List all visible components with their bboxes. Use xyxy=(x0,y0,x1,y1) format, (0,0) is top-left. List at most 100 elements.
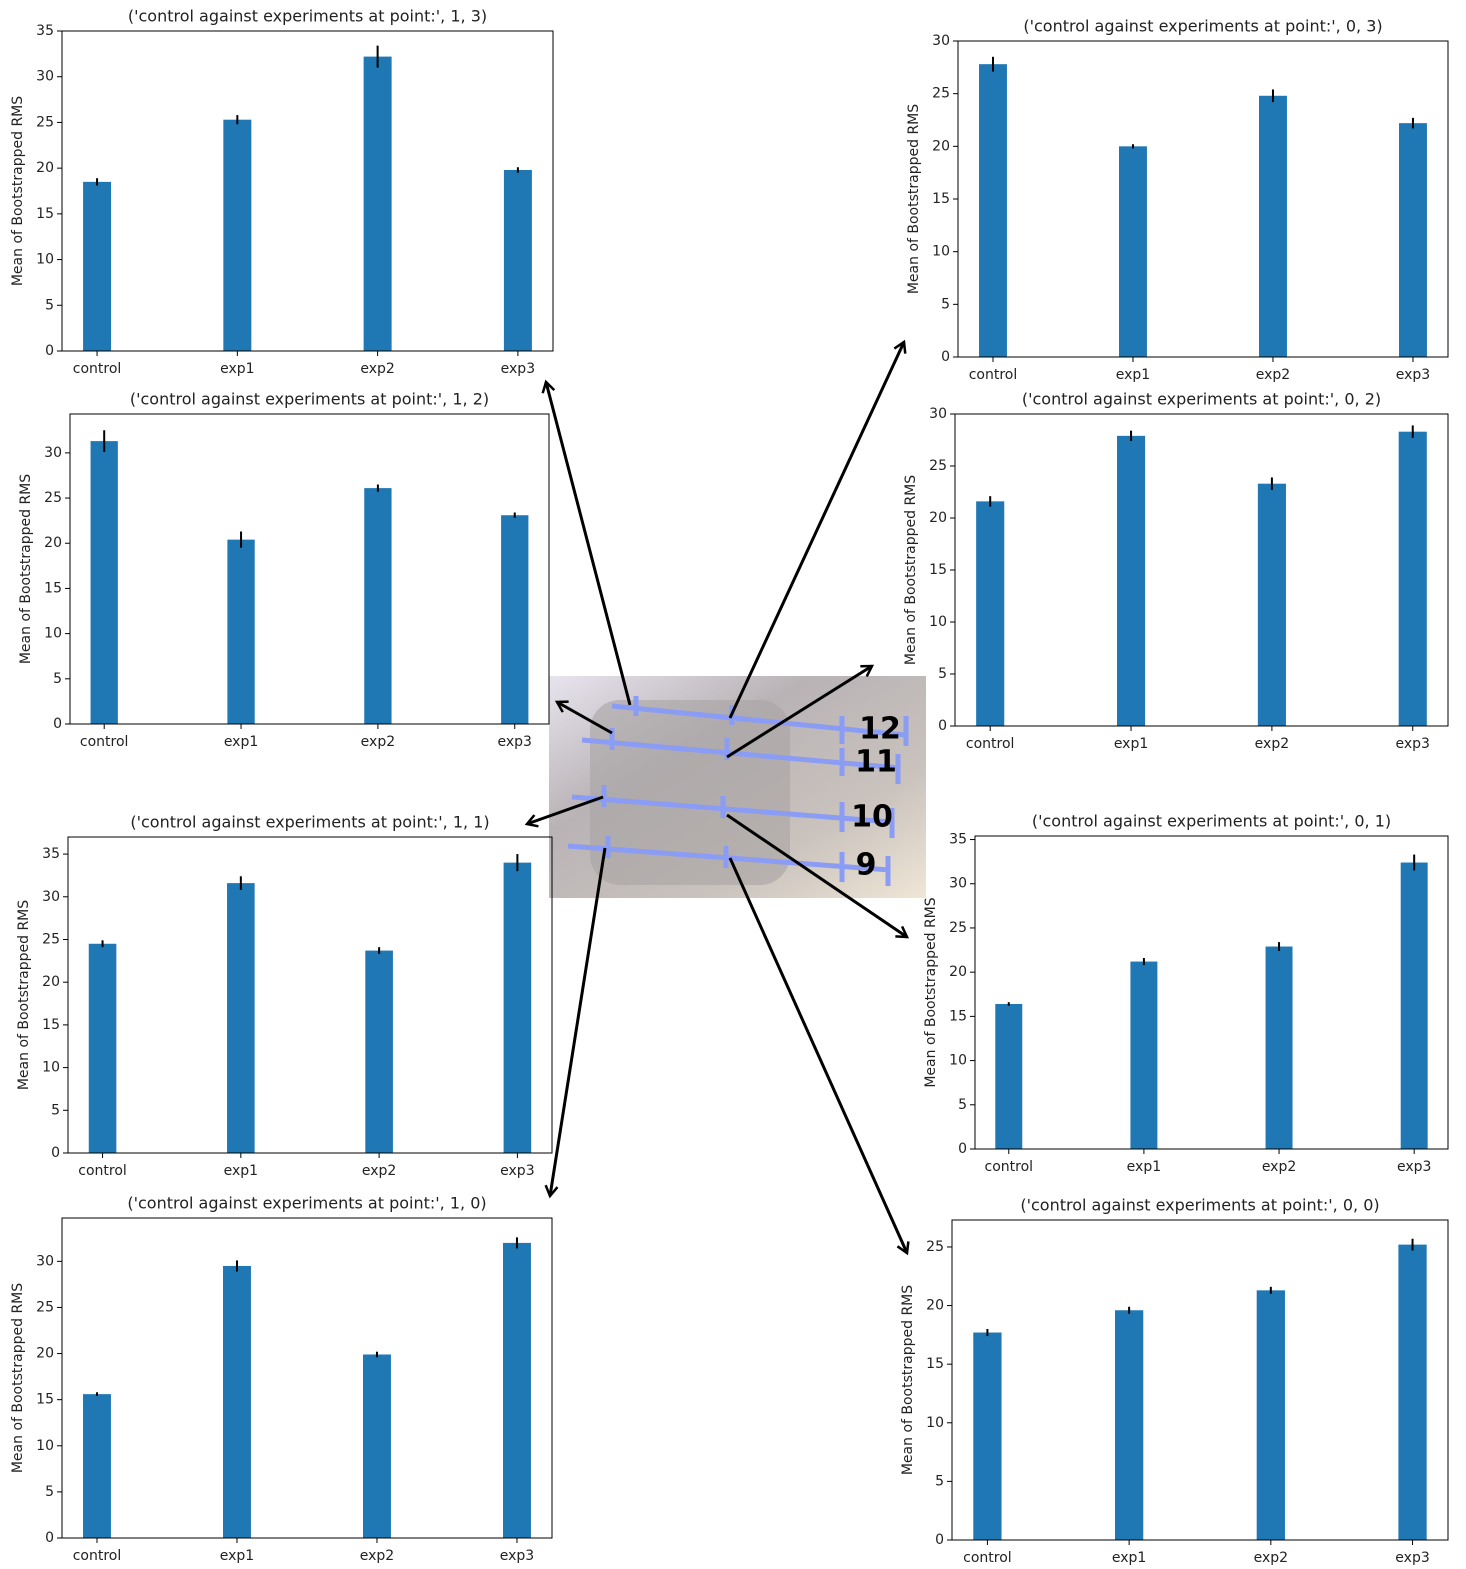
y-axis-label: Mean of Bootstrapped RMS xyxy=(18,474,34,664)
y-axis-label: Mean of Bootstrapped RMS xyxy=(16,900,32,1090)
bar xyxy=(1259,96,1287,357)
plot-frame xyxy=(68,837,552,1153)
y-tick-label: 35 xyxy=(42,846,60,862)
y-tick-label: 5 xyxy=(938,666,947,682)
x-tick-label: exp1 xyxy=(224,1163,258,1179)
x-tick-label: exp2 xyxy=(362,1163,396,1179)
point-label: 9 xyxy=(856,848,877,883)
y-tick-label: 30 xyxy=(932,33,950,49)
x-tick-label: exp2 xyxy=(1254,1550,1288,1566)
x-tick-label: exp2 xyxy=(1256,367,1290,383)
chart: ('control against experiments at point:'… xyxy=(10,7,553,378)
x-tick-label: control xyxy=(73,361,122,377)
y-tick-label: 10 xyxy=(36,1438,54,1454)
y-tick-label: 30 xyxy=(929,406,947,422)
x-tick-label: control xyxy=(78,1163,127,1179)
bar xyxy=(83,182,111,351)
chart-title: ('control against experiments at point:'… xyxy=(1032,812,1391,831)
bar xyxy=(91,441,118,724)
y-tick-label: 0 xyxy=(958,1141,967,1157)
x-tick-label: exp2 xyxy=(360,361,394,377)
y-tick-label: 30 xyxy=(36,69,54,85)
y-tick-label: 10 xyxy=(926,1415,944,1431)
y-tick-label: 5 xyxy=(51,1102,60,1118)
y-tick-label: 0 xyxy=(45,343,54,359)
bar xyxy=(973,1333,1001,1540)
x-tick-label: control xyxy=(80,734,129,750)
y-tick-label: 20 xyxy=(42,974,60,990)
point-label: 10 xyxy=(851,800,893,835)
x-tick-label: control xyxy=(963,1550,1012,1566)
bar xyxy=(1117,436,1145,726)
y-axis-label: Mean of Bootstrapped RMS xyxy=(10,96,26,286)
y-tick-label: 25 xyxy=(926,1239,944,1255)
chart: ('control against experiments at point:'… xyxy=(900,1196,1448,1567)
y-tick-label: 0 xyxy=(938,718,947,734)
y-tick-label: 5 xyxy=(45,297,54,313)
x-tick-label: exp2 xyxy=(360,1548,394,1564)
chart-title: ('control against experiments at point:'… xyxy=(127,1194,486,1213)
x-tick-label: exp3 xyxy=(1396,736,1430,752)
bar xyxy=(1399,432,1427,726)
plot-frame xyxy=(70,414,549,724)
x-tick-label: exp1 xyxy=(1112,1550,1146,1566)
y-tick-label: 0 xyxy=(941,349,950,365)
y-tick-label: 30 xyxy=(42,889,60,905)
y-tick-label: 20 xyxy=(929,510,947,526)
bar xyxy=(223,120,251,351)
plot-frame xyxy=(62,1218,552,1538)
bar xyxy=(363,1354,391,1538)
bar xyxy=(365,951,393,1153)
x-tick-label: exp3 xyxy=(1395,1550,1429,1566)
bar xyxy=(1266,947,1293,1149)
plot-frame xyxy=(958,41,1448,357)
y-tick-label: 15 xyxy=(932,191,950,207)
y-tick-label: 10 xyxy=(929,614,947,630)
y-tick-label: 25 xyxy=(929,458,947,474)
plot-frame xyxy=(952,1220,1448,1540)
bar xyxy=(1115,1310,1143,1540)
bar xyxy=(501,515,528,724)
bar xyxy=(227,883,255,1153)
y-axis-label: Mean of Bootstrapped RMS xyxy=(906,104,922,294)
y-tick-label: 10 xyxy=(949,1053,967,1069)
bar xyxy=(979,64,1007,357)
chart: ('control against experiments at point:'… xyxy=(903,390,1448,753)
x-tick-label: exp1 xyxy=(1116,367,1150,383)
y-tick-label: 10 xyxy=(42,1060,60,1076)
bar xyxy=(364,57,392,351)
x-tick-label: exp2 xyxy=(1255,736,1289,752)
chart-title: ('control against experiments at point:'… xyxy=(1023,17,1382,36)
bar xyxy=(1258,484,1286,726)
x-tick-label: exp3 xyxy=(500,1548,534,1564)
chart-title: ('control against experiments at point:'… xyxy=(1022,390,1381,409)
y-axis-label: Mean of Bootstrapped RMS xyxy=(903,475,919,665)
y-tick-label: 0 xyxy=(935,1532,944,1548)
x-tick-label: exp1 xyxy=(224,734,258,750)
y-axis-label: Mean of Bootstrapped RMS xyxy=(900,1285,916,1475)
y-tick-label: 30 xyxy=(44,445,62,461)
x-tick-label: control xyxy=(985,1159,1034,1175)
bar xyxy=(227,540,254,724)
bar xyxy=(1399,123,1427,357)
x-tick-label: control xyxy=(966,736,1015,752)
y-tick-label: 10 xyxy=(44,626,62,642)
x-tick-label: exp3 xyxy=(1397,1159,1431,1175)
x-tick-label: exp1 xyxy=(220,1548,254,1564)
y-tick-label: 30 xyxy=(949,876,967,892)
y-tick-label: 20 xyxy=(44,535,62,551)
bar xyxy=(1130,962,1157,1149)
y-tick-label: 25 xyxy=(932,86,950,102)
y-tick-label: 15 xyxy=(36,206,54,222)
y-tick-label: 25 xyxy=(949,920,967,936)
x-tick-label: exp2 xyxy=(361,734,395,750)
y-tick-label: 15 xyxy=(929,562,947,578)
chart-title: ('control against experiments at point:'… xyxy=(130,813,489,832)
y-tick-label: 35 xyxy=(36,23,54,39)
y-tick-label: 25 xyxy=(42,931,60,947)
y-tick-label: 20 xyxy=(36,160,54,176)
y-tick-label: 20 xyxy=(949,964,967,980)
x-tick-label: exp1 xyxy=(1114,736,1148,752)
bar xyxy=(1401,863,1428,1149)
chart: ('control against experiments at point:'… xyxy=(923,812,1448,1176)
